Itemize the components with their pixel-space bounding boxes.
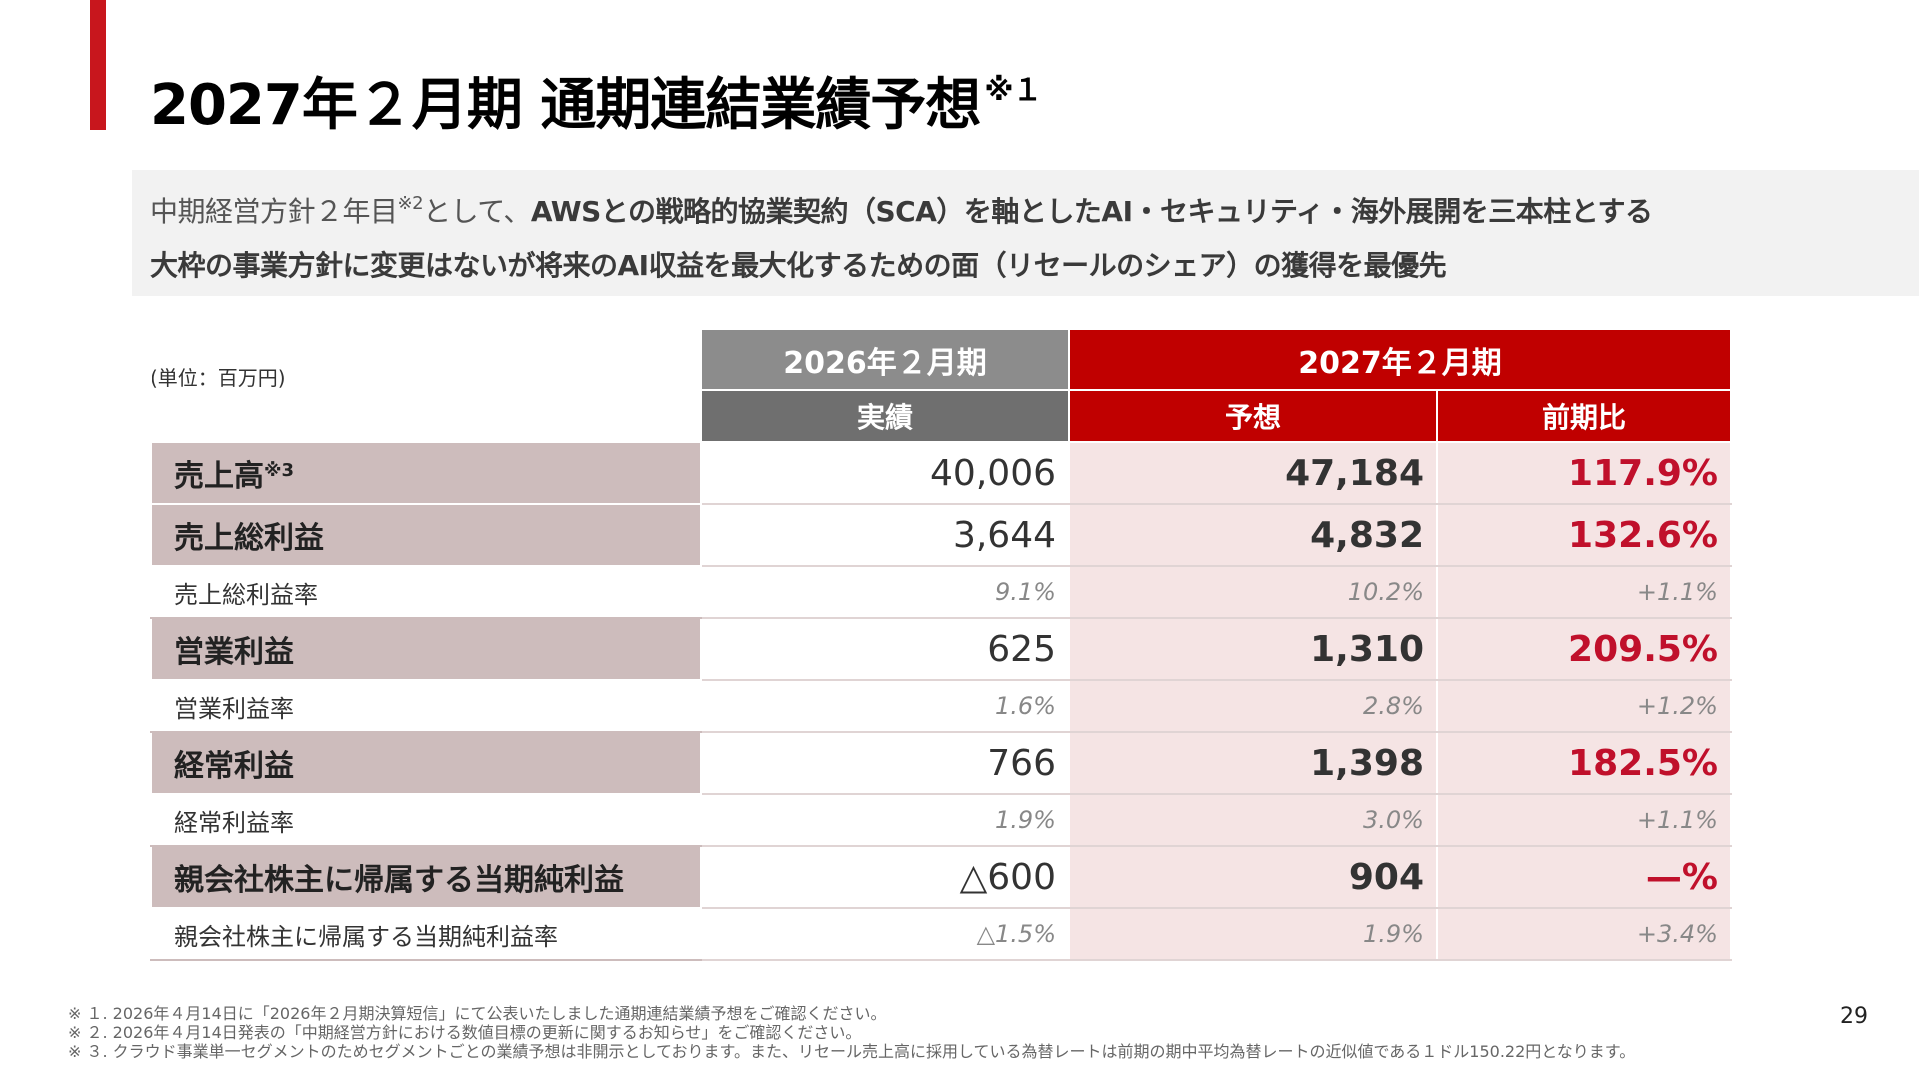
footnote-2: ※ ２. 2026年４月14日発表の「中期経営方針における数値目標の更新に関する… [68,1023,862,1042]
table-row-operating-income: 営業利益 625 1,310 209.5% [150,617,1732,681]
title-accent-bar [90,0,106,130]
cell-yoy: 182.5% [1436,731,1732,795]
cell-actual: 766 [700,731,1070,795]
header-actual: 実績 [700,389,1070,443]
cell-yoy: 209.5% [1436,617,1732,681]
cell-forecast: 904 [1068,845,1438,909]
table-row-operating-margin: 営業利益率 1.6% 2.8% +1.2% [150,679,1732,733]
cell-yoy: 117.9% [1436,441,1732,505]
cell-actual: 1.6% [700,679,1070,733]
row-label: 経常利益率 [150,793,702,847]
footnote-1: ※ １. 2026年４月14日に「2026年２月期決算短信」にて公表いたしました… [68,1004,887,1023]
cell-yoy: +1.1% [1436,565,1732,619]
table-row-net-income: 親会社株主に帰属する当期純利益 △600 904 —% [150,845,1732,909]
header-period-next: 2027年２月期 [1068,328,1732,391]
cell-yoy: 132.6% [1436,503,1732,567]
row-label: 売上総利益率 [150,565,702,619]
header-blank [150,328,702,443]
cell-forecast: 1,398 [1068,731,1438,795]
earnings-forecast-table: 2026年２月期 2027年２月期 実績 予想 前期比 売上高※3 40,006… [150,328,1732,961]
cell-forecast: 47,184 [1068,441,1438,505]
footnote-3: ※ ３. クラウド事業単一セグメントのためセグメントごとの業績予想は非開示として… [68,1042,1636,1061]
cell-forecast: 4,832 [1068,503,1438,567]
table-row-ordinary-margin: 経常利益率 1.9% 3.0% +1.1% [150,793,1732,847]
cell-actual: △600 [700,845,1070,909]
table-row-ordinary-income: 経常利益 766 1,398 182.5% [150,731,1732,795]
table-row-net-sales: 売上高※3 40,006 47,184 117.9% [150,441,1732,505]
row-label: 営業利益率 [150,679,702,733]
cell-forecast: 10.2% [1068,565,1438,619]
cell-actual: △1.5% [700,907,1070,961]
cell-yoy: +1.1% [1436,793,1732,847]
subtitle-strategy: AWSとの戦略的協業契約（SCA）を軸としたAI・セキュリティ・海外展開を三本柱… [530,195,1653,228]
row-label: 営業利益 [150,617,702,681]
footnotes: ※ １. 2026年４月14日に「2026年２月期決算短信」にて公表いたしました… [68,1004,1635,1061]
header-yoy: 前期比 [1436,389,1732,443]
cell-forecast: 3.0% [1068,793,1438,847]
cell-actual: 40,006 [700,441,1070,505]
header-period-prev: 2026年２月期 [700,328,1070,391]
subtitle-prefix: 中期経営方針２年目 [150,195,398,228]
subtitle-line-1: 中期経営方針２年目※2として、AWSとの戦略的協業契約（SCA）を軸としたAI・… [150,190,1653,230]
header-forecast: 予想 [1068,389,1438,443]
row-label: 売上総利益 [150,503,702,567]
cell-actual: 625 [700,617,1070,681]
page-title: 2027年２月期 通期連結業績予想 ※１ [150,60,1043,141]
cell-actual: 3,644 [700,503,1070,567]
subtitle-box [132,170,1919,296]
cell-forecast: 1,310 [1068,617,1438,681]
cell-actual: 1.9% [700,793,1070,847]
cell-yoy: —% [1436,845,1732,909]
row-label: 親会社株主に帰属する当期純利益 [150,845,702,909]
cell-actual: 9.1% [700,565,1070,619]
cell-yoy: +3.4% [1436,907,1732,961]
table-row-gross-profit: 売上総利益 3,644 4,832 132.6% [150,503,1732,567]
subtitle-mid: として、 [423,195,531,228]
row-label: 親会社株主に帰属する当期純利益率 [150,907,702,961]
table-row-net-margin: 親会社株主に帰属する当期純利益率 △1.5% 1.9% +3.4% [150,907,1732,961]
subtitle-note: ※2 [397,193,424,214]
table-row-gross-margin: 売上総利益率 9.1% 10.2% +1.1% [150,565,1732,619]
row-label: 売上高※3 [150,441,702,505]
subtitle-line-2: 大枠の事業方針に変更はないが将来のAI収益を最大化するための面（リセールのシェア… [150,249,1447,282]
table-header-row: 2026年２月期 2027年２月期 [150,328,1732,443]
table-subheader-row: 実績 予想 前期比 [151,389,1732,443]
page-number: 29 [1840,1004,1868,1029]
row-label: 経常利益 [150,731,702,795]
page-title-note: ※１ [984,73,1042,108]
cell-forecast: 1.9% [1068,907,1438,961]
cell-yoy: +1.2% [1436,679,1732,733]
cell-forecast: 2.8% [1068,679,1438,733]
page-title-text: 2027年２月期 通期連結業績予想 [150,73,981,138]
